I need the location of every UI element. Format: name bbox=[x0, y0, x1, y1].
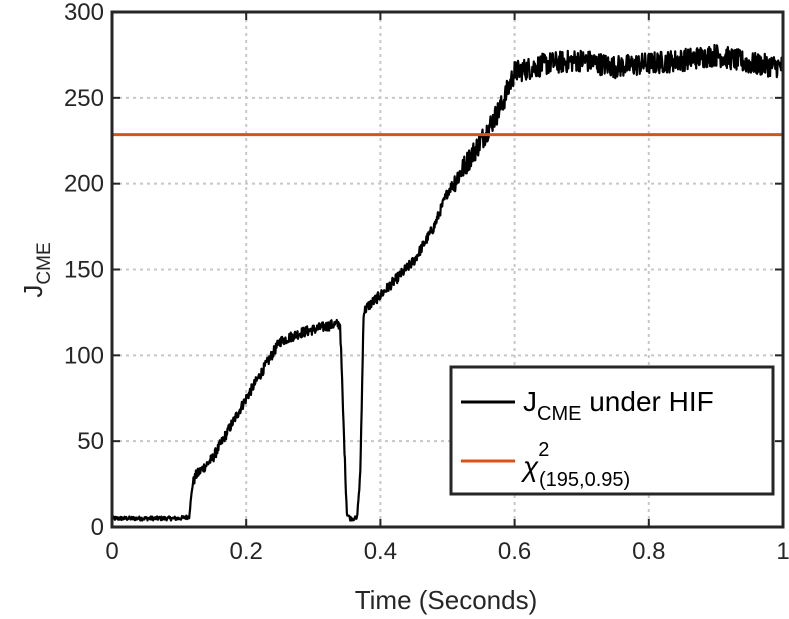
series-line-1 bbox=[110, 43, 785, 522]
axes bbox=[110, 10, 785, 529]
y-tick-label-0: 0 bbox=[91, 514, 104, 541]
tick-labels: 0 0.2 0.4 0.6 0.8 1 0 50 100 150 200 250 300 bbox=[64, 0, 789, 565]
y-tick-label-5: 250 bbox=[64, 85, 104, 112]
x-tick-label-3: 0.6 bbox=[498, 538, 531, 565]
y-tick-label-2: 100 bbox=[64, 342, 104, 369]
legend-label-series-2: χ2 (195,0.95) bbox=[520, 439, 630, 491]
x-tick-label-1: 0.2 bbox=[230, 538, 263, 565]
x-tick-label-4: 0.8 bbox=[632, 538, 665, 565]
y-tick-label-4: 200 bbox=[64, 171, 104, 198]
x-tick-label-0: 0 bbox=[105, 538, 118, 565]
legend: JCME under HIF χ2 (195,0.95) bbox=[449, 365, 775, 496]
legend-box bbox=[449, 365, 775, 496]
y-tick-label-1: 50 bbox=[77, 428, 104, 455]
y-axis-label: JCME bbox=[18, 242, 55, 297]
y-tick-label-6: 300 bbox=[64, 0, 104, 26]
series-group bbox=[110, 43, 785, 522]
x-tick-label-5: 1 bbox=[776, 538, 789, 565]
x-tick-label-2: 0.4 bbox=[364, 538, 397, 565]
y-tick-label-3: 150 bbox=[64, 257, 104, 284]
x-axis-label: Time (Seconds) bbox=[355, 585, 538, 615]
legend-label-series-1: JCME under HIF bbox=[523, 386, 714, 425]
